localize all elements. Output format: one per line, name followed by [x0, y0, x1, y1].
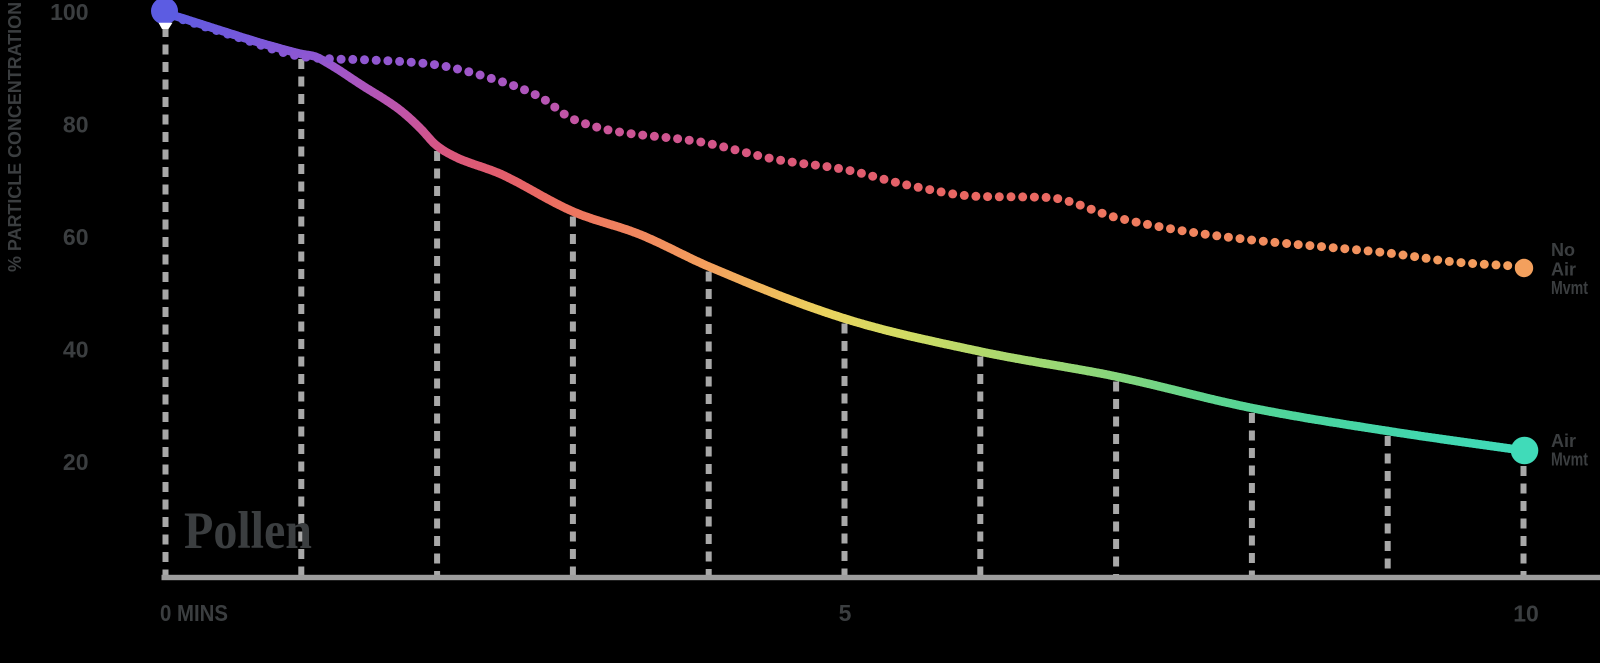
svg-text:Air: Air [1551, 260, 1576, 280]
svg-text:Pollen: Pollen [184, 502, 312, 560]
svg-text:20: 20 [63, 449, 89, 475]
svg-text:100: 100 [50, 0, 88, 25]
svg-text:0 MINS: 0 MINS [160, 600, 228, 626]
svg-text:60: 60 [63, 224, 89, 250]
svg-text:No: No [1551, 240, 1575, 260]
svg-text:Mvmt: Mvmt [1551, 450, 1588, 470]
svg-text:5: 5 [839, 600, 852, 626]
svg-text:Mvmt: Mvmt [1551, 278, 1588, 298]
svg-text:10: 10 [1513, 601, 1539, 627]
svg-text:80: 80 [63, 112, 89, 138]
svg-text:40: 40 [63, 337, 89, 363]
svg-text:% PARTICLE CONCENTRATION: % PARTICLE CONCENTRATION [5, 2, 25, 272]
svg-text:Air: Air [1551, 431, 1576, 451]
